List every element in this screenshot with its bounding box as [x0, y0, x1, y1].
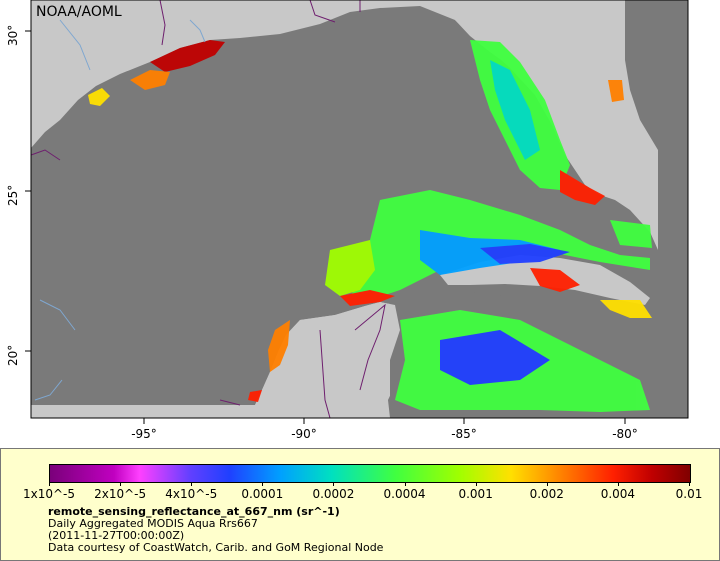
colorbar-tick [120, 482, 122, 486]
yucatan-land [31, 302, 400, 418]
colorbar-label: 4x10^-5 [165, 487, 218, 501]
lon-tick-label: -95° [131, 427, 157, 441]
colorbar-label: 0.01 [675, 487, 703, 501]
colorbar-tick [404, 482, 406, 486]
lat-tick-label: 25° [6, 184, 20, 206]
colorbar-tick [49, 482, 50, 486]
colorbar-label: 0.0004 [383, 487, 426, 501]
atlantic-water [625, 0, 688, 418]
colorbar [49, 464, 691, 483]
colorbar-label: 2x10^-5 [94, 487, 147, 501]
reflectance-data-layer [88, 40, 652, 412]
lon-tick-label: -90° [291, 427, 317, 441]
lon-tick-label: -80° [612, 427, 638, 441]
colorbar-tick [475, 482, 477, 486]
colorbar-tick [546, 482, 548, 486]
legend-panel: 1x10^-5 2x10^-5 4x10^-5 0.0001 0.0002 0.0004 0… [0, 448, 720, 561]
map-frame [30, 0, 689, 419]
colorbar-label: 0.002 [529, 487, 564, 501]
colorbar-tick [617, 482, 619, 486]
source-label: NOAA/AOML [36, 4, 122, 20]
axis-ticks [25, 30, 626, 424]
credit-line: Data courtesy of CoastWatch, Carib. and … [48, 541, 384, 554]
variable-title: remote_sensing_reflectance_at_667_nm (sr… [48, 505, 340, 518]
colorbar-tick [689, 482, 690, 486]
colorbar-tick [262, 482, 264, 486]
colorbar-tick [191, 482, 193, 486]
colorbar-label: 0.001 [458, 487, 493, 501]
colorbar-label: 0.004 [600, 487, 636, 501]
time-line: (2011-11-27T00:00:00Z) [48, 529, 185, 542]
lat-tick-label: 20° [6, 344, 20, 366]
boundaries [30, 0, 386, 419]
colorbar-tick [333, 482, 335, 486]
gulf-of-mexico-map [25, 0, 689, 424]
lon-tick-label: -85° [451, 427, 477, 441]
colorbar-label: 0.0002 [312, 487, 355, 501]
colorbar-label: 0.0001 [241, 487, 284, 501]
description-line: Daily Aggregated MODIS Aqua Rrs667 [48, 517, 258, 530]
colorbar-label: 1x10^-5 [22, 487, 76, 501]
lat-tick-label: 30° [6, 24, 20, 46]
